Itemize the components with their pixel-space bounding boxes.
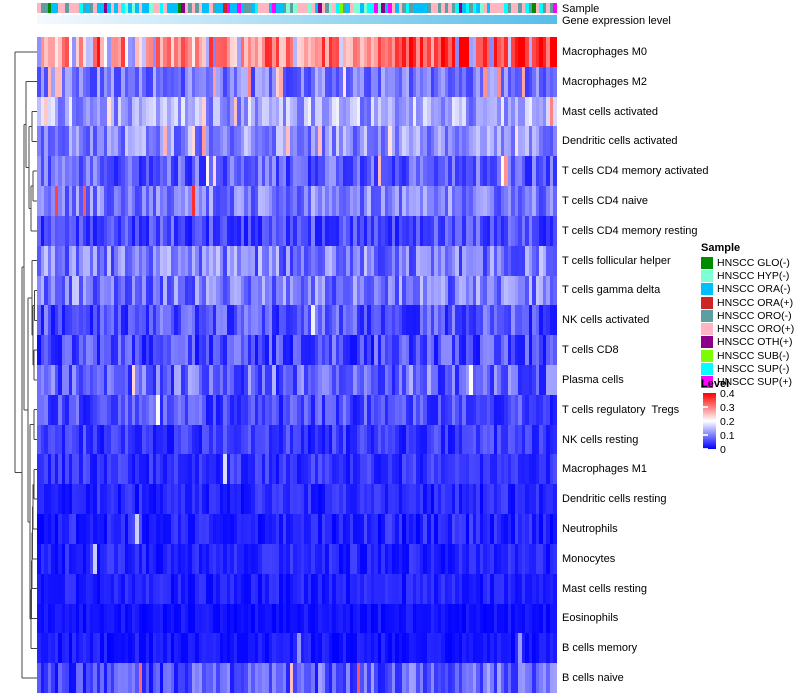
row-label: Dendritic cells activated [562,135,678,148]
legend-swatch [701,296,713,309]
row-label: T cells follicular helper [562,254,671,267]
row-label: Neutrophils [562,523,618,535]
row-label: Mast cells resting [562,582,647,595]
row-label: B cells memory [562,642,638,655]
legend-item-label: HNSCC HYP(-) [717,269,790,282]
sample-legend-item: HNSCC ORA(+) [701,296,794,309]
row-label: Macrophages M1 [562,463,647,476]
row-label: Macrophages M2 [562,75,647,88]
row-label: T cells CD4 memory activated [562,165,709,178]
legend-item-label: HNSCC SUP(-) [717,363,790,376]
annotation-label-sample: Sample [562,3,600,15]
sample-legend-item: HNSCC SUP(-) [701,362,794,376]
sample-legend-item: HNSCC GLO(-) [701,256,794,269]
legend-item-label: HNSCC SUB(-) [717,349,790,362]
annotation-label-gene-expression: Gene expression level [562,15,671,27]
legend-item-label: HNSCC ORA(-) [717,283,791,296]
level-tick-label: 0.3 [720,402,735,414]
sample-legend-item: HNSCC HYP(-) [701,269,794,282]
gene-expression-annotation-bar [37,15,557,24]
legend-item-label: HNSCC SUP(+) [717,376,792,389]
level-tick-label: 0.1 [720,430,735,442]
row-label: NK cells resting [562,433,639,446]
legend-swatch [701,376,713,389]
legend-item-label: HNSCC ORA(+) [717,296,794,309]
legend-swatch [701,323,713,336]
sample-annotation-bar [37,3,557,13]
sample-legend-item: HNSCC ORO(-) [701,309,794,322]
row-label: T cells CD8 [562,344,619,357]
level-tick-mark [703,434,708,436]
legend-swatch [701,283,713,296]
row-label: T cells gamma delta [562,284,661,297]
row-label: Dendritic cells resting [562,493,667,506]
sample-legend-item: HNSCC SUP(+) [701,376,794,389]
legend-swatch [701,309,713,322]
level-tick-mark [703,406,708,408]
legend-item-label: HNSCC OTH(+) [717,336,793,349]
sample-legend-item: HNSCC ORO(+) [701,322,795,336]
sample-legend: Sample HNSCC GLO(-) HNSCC HYP(-) HNSCC ORA… [701,242,794,389]
level-tick-label: 0 [720,444,726,456]
sample-legend-title: Sample [701,242,741,254]
level-legend: Level 0.4 0.3 0.2 0.1 0 [701,378,735,456]
sample-legend-item: HNSCC ORA(-) [701,283,794,296]
sample-legend-items: HNSCC GLO(-) HNSCC HYP(-) HNSCC ORA(-) HNSC… [701,256,794,389]
level-tick-label: 0.2 [720,416,735,428]
sample-legend-item: HNSCC SUB(-) [701,349,794,362]
row-label: Mast cells activated [562,105,658,118]
row-label: B cells naive [562,672,624,685]
level-legend-bar-wrap: 0.4 0.3 0.2 0.1 0 [701,389,735,456]
legend-item-label: HNSCC ORO(-) [717,309,792,322]
level-tick-mark [703,448,708,450]
row-label: Plasma cells [562,373,624,386]
row-label: Macrophages M0 [562,45,647,58]
legend-swatch [701,256,713,269]
sample-legend-item: HNSCC OTH(+) [701,336,794,349]
legend-swatch [701,336,713,349]
row-label: Monocytes [562,552,616,565]
row-label: Eosinophils [562,612,619,625]
heatmap-body [37,37,557,693]
legend-swatch [701,269,713,282]
legend-swatch [701,363,713,376]
level-legend-title: Level [701,378,730,390]
row-dendrogram [14,51,37,679]
row-label: T cells CD4 memory resting [562,224,698,237]
legend-item-label: HNSCC GLO(-) [717,256,790,269]
row-label: T cells CD4 naive [562,195,648,207]
level-tick-label: 0.4 [720,388,735,400]
legend-swatch [701,349,713,362]
legend-item-label: HNSCC ORO(+) [717,323,795,336]
row-label: NK cells activated [562,314,650,327]
row-label: T cells regulatory Tregs [562,403,680,416]
level-tick-mark [703,420,708,422]
